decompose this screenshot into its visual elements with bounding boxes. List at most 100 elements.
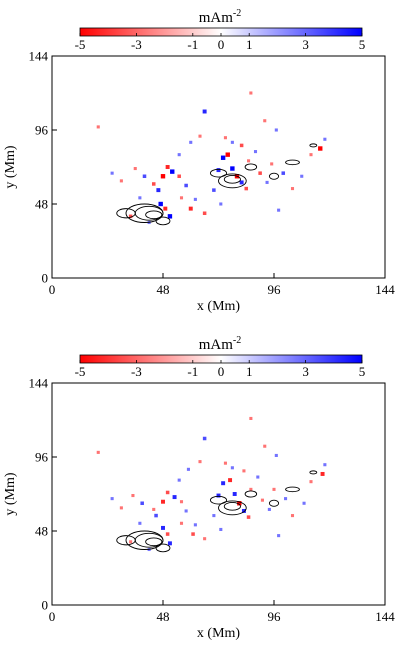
contour-line (218, 500, 247, 516)
current-patch (320, 471, 325, 476)
axis-ticks: 0 48 96 144 0 48 96 144 (29, 376, 396, 625)
current-patch (119, 179, 123, 183)
x-tick-label: 144 (375, 609, 395, 624)
colorbar-tick-label: 5 (359, 364, 366, 379)
colorbar-unit: mAm-2 (199, 8, 242, 26)
colorbar-tick-label: 1 (246, 364, 253, 379)
current-patch (129, 540, 133, 544)
current-patch (244, 186, 249, 191)
current-patch (242, 469, 246, 473)
current-patch (138, 521, 142, 525)
x-tick-label: 48 (157, 609, 170, 624)
colorbar-tick-label: -1 (187, 364, 198, 379)
current-patch (219, 527, 223, 531)
current-patch (165, 490, 170, 495)
current-patch (170, 169, 175, 174)
plot-frame (51, 55, 386, 279)
current-patch (230, 140, 234, 144)
current-patch (165, 532, 170, 536)
current-patch (239, 180, 244, 185)
current-patch (274, 453, 278, 457)
current-patch (184, 183, 188, 188)
x-tick-label: 96 (268, 282, 282, 297)
contour-line (309, 470, 318, 475)
current-patch (184, 509, 188, 513)
current-patch (247, 159, 251, 163)
contour-line (116, 208, 136, 219)
contour-line (309, 143, 318, 148)
current-patch (152, 507, 156, 511)
current-patch (267, 507, 271, 511)
current-patch (128, 214, 133, 219)
current-patch (277, 208, 281, 212)
contour-line (209, 495, 228, 505)
colorbar-tick-label: 0 (218, 364, 225, 379)
current-patch (177, 478, 181, 482)
current-patch (228, 478, 233, 483)
current-patch (142, 174, 147, 179)
colorbar-tick-label: 5 (359, 37, 366, 52)
current-patch (270, 162, 274, 166)
current-patch (189, 140, 193, 144)
current-patch (188, 206, 193, 211)
current-patch (203, 537, 207, 541)
x-tick-label: 0 (49, 282, 56, 297)
current-patch (193, 197, 197, 201)
current-patch (172, 495, 177, 500)
x-axis-label: x (Mm) (197, 626, 241, 641)
axis-ticks: 0 48 96 144 0 48 96 144 (29, 49, 396, 298)
current-patch (263, 444, 267, 448)
x-tick-label: 48 (157, 282, 170, 297)
x-tick-label: 144 (375, 282, 395, 297)
current-patch (263, 119, 267, 123)
current-patch (309, 153, 313, 157)
current-patch (300, 174, 304, 178)
colorbar-ticks: -5 -3 -1 0 1 3 5 (75, 33, 366, 52)
current-patch (165, 165, 170, 169)
current-patch (140, 501, 144, 506)
current-patch (161, 525, 165, 530)
current-patch (277, 534, 281, 538)
colorbar-tick-label: -5 (75, 37, 86, 52)
contour-line (285, 159, 300, 166)
current-patch (253, 150, 258, 154)
current-patch (290, 187, 295, 191)
current-patch (302, 501, 306, 505)
current-patch (323, 137, 327, 141)
current-patch (318, 146, 323, 151)
current-patch (119, 506, 123, 510)
y-axis-label: y (Mm) (3, 145, 18, 189)
current-patch (110, 497, 114, 501)
current-patch (212, 188, 216, 192)
contour-line (116, 535, 136, 546)
colorbar-ticks: -5 -3 -1 0 1 3 5 (75, 360, 366, 379)
current-patch (151, 182, 156, 186)
contour-line (268, 499, 280, 507)
contour-line (244, 490, 258, 498)
contour-line (155, 216, 171, 226)
current-patch (156, 188, 161, 193)
current-patch (230, 166, 235, 171)
colorbar-tick-label: 0 (218, 37, 225, 52)
contour-line (209, 168, 228, 178)
current-patch (323, 463, 327, 467)
current-patch (225, 152, 230, 157)
current-patch (239, 143, 244, 148)
current-patch (161, 499, 165, 504)
current-patch (138, 196, 142, 200)
current-patch (160, 174, 166, 179)
chart-panel-bottom: mAm-2 -5 -3 -1 0 1 3 5 0 48 96 144 0 48 96 144 x (Mm)… (0, 327, 402, 654)
current-patch (193, 523, 197, 527)
current-patch (290, 514, 295, 518)
colorbar-tick-label: -1 (187, 37, 198, 52)
current-patch (96, 125, 100, 129)
y-axis-label: y (Mm) (3, 472, 18, 516)
current-patch (110, 171, 114, 175)
current-patch (216, 493, 221, 498)
current-patch (265, 180, 269, 184)
current-patch (216, 168, 221, 173)
current-patch (167, 214, 173, 219)
current-patch (237, 501, 242, 506)
y-tick-label: 144 (29, 376, 49, 391)
current-patch (163, 206, 168, 211)
